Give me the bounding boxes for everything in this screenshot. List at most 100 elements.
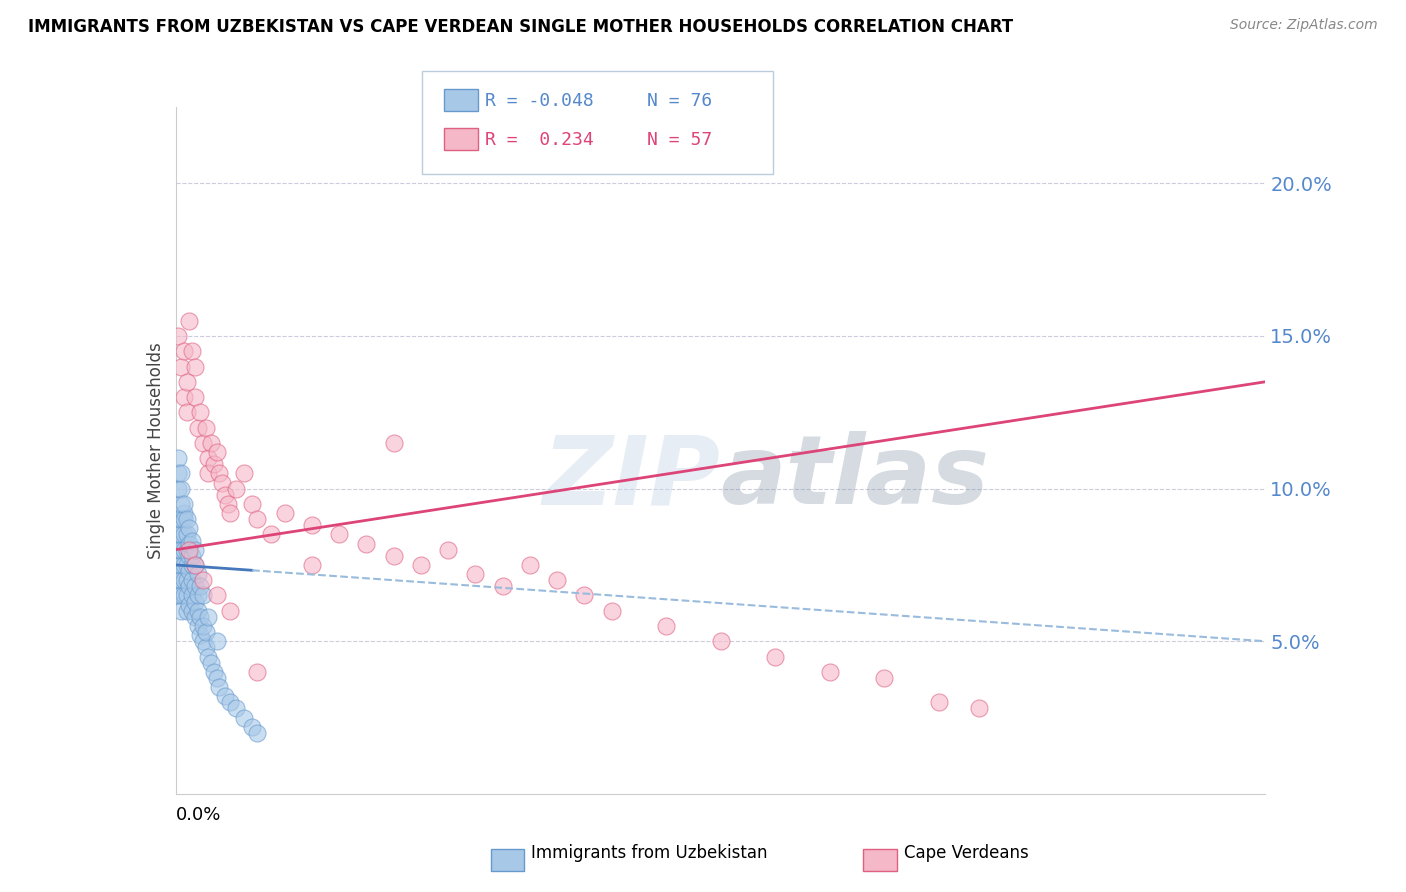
Point: [200, 435, 222, 450]
Point: [274, 506, 297, 520]
Point: [492, 579, 515, 593]
Point: [328, 527, 350, 541]
Point: [170, 558, 193, 572]
Point: [260, 527, 283, 541]
Point: [232, 467, 254, 481]
Point: [170, 604, 193, 618]
Point: [167, 558, 190, 572]
Point: [176, 542, 198, 557]
Point: [176, 512, 198, 526]
Text: N = 76: N = 76: [647, 92, 711, 110]
Point: [176, 405, 198, 419]
Point: [188, 579, 211, 593]
Point: [219, 695, 242, 709]
Text: R =  0.234: R = 0.234: [485, 131, 593, 149]
Y-axis label: Single Mother Households: Single Mother Households: [146, 343, 165, 558]
Point: [176, 589, 198, 603]
Point: [173, 512, 195, 526]
Text: R = -0.048: R = -0.048: [485, 92, 593, 110]
Point: [179, 598, 201, 612]
Point: [173, 558, 195, 572]
Point: [176, 527, 198, 541]
Point: [600, 604, 623, 618]
Point: [240, 497, 263, 511]
Point: [170, 542, 193, 557]
Point: [170, 359, 193, 374]
Point: [184, 579, 207, 593]
Point: [240, 720, 263, 734]
Point: [184, 390, 207, 404]
Point: [170, 467, 193, 481]
Point: [710, 634, 733, 648]
Point: [382, 549, 405, 563]
Point: [173, 527, 195, 541]
Point: [181, 589, 204, 603]
Point: [179, 542, 201, 557]
Point: [179, 564, 201, 578]
Point: [409, 558, 432, 572]
Point: [179, 314, 201, 328]
Point: [176, 573, 198, 587]
Point: [176, 375, 198, 389]
Point: [225, 701, 247, 715]
Point: [186, 604, 209, 618]
Point: [356, 536, 378, 550]
Point: [167, 451, 190, 466]
Point: [194, 640, 217, 655]
Point: [167, 467, 190, 481]
Point: [179, 549, 201, 563]
Point: [167, 542, 190, 557]
Point: [217, 497, 239, 511]
Point: [173, 573, 195, 587]
Point: [194, 625, 217, 640]
Point: [574, 589, 596, 603]
Point: [184, 558, 207, 572]
Point: [191, 589, 214, 603]
Point: [181, 573, 204, 587]
Point: [208, 680, 231, 694]
Point: [205, 671, 228, 685]
Point: [191, 573, 214, 587]
Point: [181, 604, 204, 618]
Point: [232, 710, 254, 724]
Point: [188, 610, 211, 624]
Point: [197, 451, 219, 466]
Point: [173, 497, 195, 511]
Text: ZIP: ZIP: [543, 432, 721, 524]
Point: [167, 573, 190, 587]
Point: [167, 329, 190, 343]
Point: [763, 649, 786, 664]
Point: [219, 604, 242, 618]
Point: [186, 589, 209, 603]
Point: [184, 558, 207, 572]
Point: [191, 619, 214, 633]
Point: [205, 445, 228, 459]
Point: [208, 467, 231, 481]
Point: [184, 610, 207, 624]
Point: [188, 628, 211, 642]
Point: [167, 482, 190, 496]
Point: [184, 542, 207, 557]
Point: [194, 420, 217, 434]
Point: [170, 573, 193, 587]
Point: [818, 665, 841, 679]
Point: [464, 567, 486, 582]
Text: atlas: atlas: [721, 432, 990, 524]
Point: [191, 634, 214, 648]
Text: Cape Verdeans: Cape Verdeans: [904, 844, 1029, 862]
Point: [191, 435, 214, 450]
Text: Immigrants from Uzbekistan: Immigrants from Uzbekistan: [531, 844, 768, 862]
Point: [928, 695, 950, 709]
Point: [170, 589, 193, 603]
Point: [173, 344, 195, 359]
Point: [301, 558, 323, 572]
Point: [202, 457, 225, 471]
Point: [179, 579, 201, 593]
Point: [301, 518, 323, 533]
Point: [170, 482, 193, 496]
Point: [170, 527, 193, 541]
Point: [246, 726, 269, 740]
Point: [179, 521, 201, 535]
Point: [219, 506, 242, 520]
Point: [186, 567, 209, 582]
